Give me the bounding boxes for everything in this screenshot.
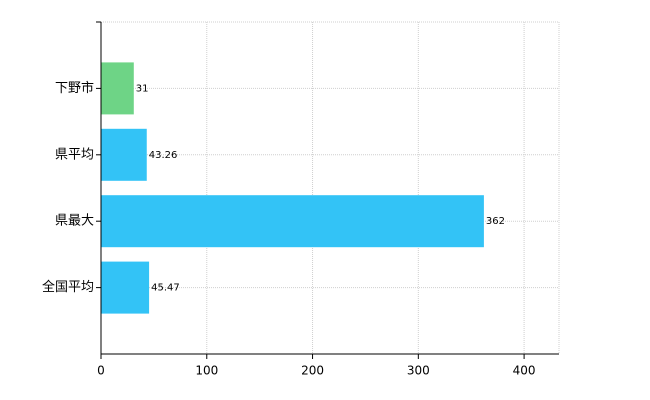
x-tick-label: 0 [97,364,105,378]
value-label: 43.26 [149,150,178,161]
x-tick-label: 400 [513,364,536,378]
bar [101,62,134,115]
x-tick-label: 100 [195,364,218,378]
y-tick-label: 下野市 [55,80,94,96]
bar [101,195,484,248]
value-label: 362 [486,216,505,227]
y-tick-label: 県最大 [55,214,94,229]
x-tick-label: 300 [407,364,430,378]
bar [101,128,147,181]
value-label: 31 [136,83,149,94]
y-tick-label: 全国平均 [42,279,94,295]
value-label: 45.47 [151,283,180,294]
y-tick-label: 県平均 [55,147,94,162]
bar [101,261,150,314]
x-tick-label: 200 [301,364,324,378]
